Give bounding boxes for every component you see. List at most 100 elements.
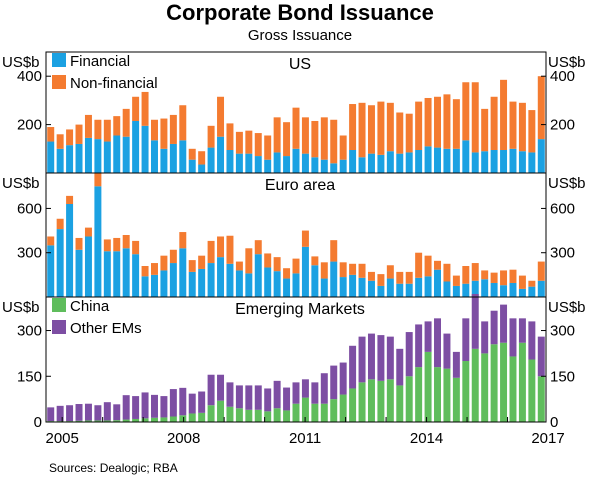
bar-non-financial bbox=[424, 97, 432, 147]
bar-china bbox=[481, 353, 489, 422]
bar-non-financial bbox=[56, 218, 64, 230]
bar-financial bbox=[358, 277, 366, 297]
bar-other-ems bbox=[179, 387, 187, 416]
bar-financial bbox=[47, 141, 55, 173]
bar-other-ems bbox=[367, 333, 375, 380]
bar-china bbox=[424, 351, 432, 422]
source-note: Sources: Dealogic; RBA bbox=[49, 461, 178, 475]
bar-financial bbox=[141, 276, 149, 297]
bar-financial bbox=[132, 120, 140, 173]
bar-china bbox=[386, 379, 394, 422]
bar-other-ems bbox=[311, 382, 319, 404]
bar-financial bbox=[330, 261, 338, 297]
bar-financial bbox=[132, 254, 140, 297]
bar-financial bbox=[339, 277, 347, 297]
bar-other-ems bbox=[283, 387, 291, 411]
bar-china bbox=[245, 409, 253, 422]
bar-china bbox=[103, 420, 111, 422]
legend-swatch bbox=[52, 53, 66, 67]
bar-china bbox=[320, 403, 328, 422]
bar-china bbox=[75, 420, 83, 422]
bar-non-financial bbox=[254, 240, 262, 255]
bar-financial bbox=[179, 140, 187, 173]
bar-financial bbox=[169, 263, 177, 297]
bar-financial bbox=[169, 143, 177, 173]
bar-non-financial bbox=[471, 263, 479, 281]
bar-non-financial bbox=[207, 125, 215, 148]
bar-china bbox=[122, 419, 130, 422]
bar-financial bbox=[462, 283, 470, 297]
bar-non-financial bbox=[56, 134, 64, 149]
bar-financial bbox=[84, 137, 92, 173]
bar-financial bbox=[443, 281, 451, 297]
panel-title: Emerging Markets bbox=[235, 301, 365, 318]
bar-financial bbox=[518, 288, 526, 297]
x-tick-label: 2011 bbox=[289, 430, 321, 447]
chart-subtitle: Gross Issuance bbox=[248, 27, 352, 44]
bar-other-ems bbox=[217, 374, 225, 401]
legend-label: Financial bbox=[70, 53, 130, 70]
bar-non-financial bbox=[443, 94, 451, 149]
bar-china bbox=[301, 397, 309, 422]
bar-financial bbox=[235, 153, 243, 173]
bar-financial bbox=[396, 283, 404, 297]
bar-other-ems bbox=[160, 396, 168, 418]
bar-financial bbox=[434, 269, 441, 297]
panel-title: Euro area bbox=[265, 177, 335, 194]
unit-label-right: US$b bbox=[548, 175, 586, 192]
bar-non-financial bbox=[415, 252, 423, 278]
bar-non-financial bbox=[405, 113, 413, 153]
bar-other-ems bbox=[452, 351, 460, 378]
bar-non-financial bbox=[283, 268, 291, 279]
bar-financial bbox=[198, 164, 206, 173]
bar-other-ems bbox=[396, 348, 404, 386]
x-axis: 2005 2008 2011 2014 2017 bbox=[46, 417, 565, 447]
bar-other-ems bbox=[528, 321, 536, 360]
bar-non-financial bbox=[301, 230, 309, 247]
bar-financial bbox=[443, 148, 451, 173]
bar-financial bbox=[386, 151, 394, 173]
bar-other-ems bbox=[377, 335, 385, 381]
legend-label: Non-financial bbox=[70, 75, 158, 92]
bar-china bbox=[396, 385, 404, 422]
bar-non-financial bbox=[386, 265, 394, 279]
bar-china bbox=[330, 399, 338, 422]
bar-financial bbox=[311, 265, 319, 297]
bar-china bbox=[358, 382, 366, 422]
bar-financial bbox=[264, 267, 272, 297]
bar-other-ems bbox=[301, 379, 309, 398]
bar-other-ems bbox=[207, 374, 215, 406]
bar-other-ems bbox=[537, 336, 545, 377]
bar-non-financial bbox=[537, 76, 545, 140]
bar-other-ems bbox=[349, 345, 357, 389]
x-tick-label: 2008 bbox=[167, 430, 200, 447]
bar-non-financial bbox=[320, 262, 328, 279]
bar-non-financial bbox=[75, 124, 83, 144]
unit-label-left: US$b bbox=[2, 54, 40, 71]
bar-china bbox=[160, 417, 168, 422]
legend-swatch bbox=[52, 298, 66, 312]
bar-financial bbox=[330, 163, 338, 173]
bar-non-financial bbox=[528, 280, 536, 287]
bar-financial bbox=[292, 148, 300, 173]
bar-non-financial bbox=[500, 79, 508, 151]
bar-financial bbox=[47, 245, 55, 297]
bar-financial bbox=[56, 148, 64, 173]
bar-non-financial bbox=[264, 253, 272, 268]
bar-other-ems bbox=[273, 380, 281, 409]
bar-non-financial bbox=[481, 108, 489, 152]
bar-financial bbox=[462, 140, 470, 173]
bar-china bbox=[235, 408, 243, 422]
y-tick-label-right: 400 bbox=[550, 68, 575, 85]
bar-other-ems bbox=[151, 394, 158, 418]
bar-non-financial bbox=[537, 261, 545, 281]
bar-financial bbox=[66, 204, 74, 297]
y-tick-label-left: 300 bbox=[17, 245, 42, 262]
bar-non-financial bbox=[339, 262, 347, 278]
bar-non-financial bbox=[141, 266, 149, 277]
bar-other-ems bbox=[509, 318, 517, 357]
bar-financial bbox=[471, 280, 479, 297]
bar-non-financial bbox=[424, 255, 432, 277]
bar-non-financial bbox=[188, 148, 196, 160]
bar-non-financial bbox=[367, 271, 375, 281]
